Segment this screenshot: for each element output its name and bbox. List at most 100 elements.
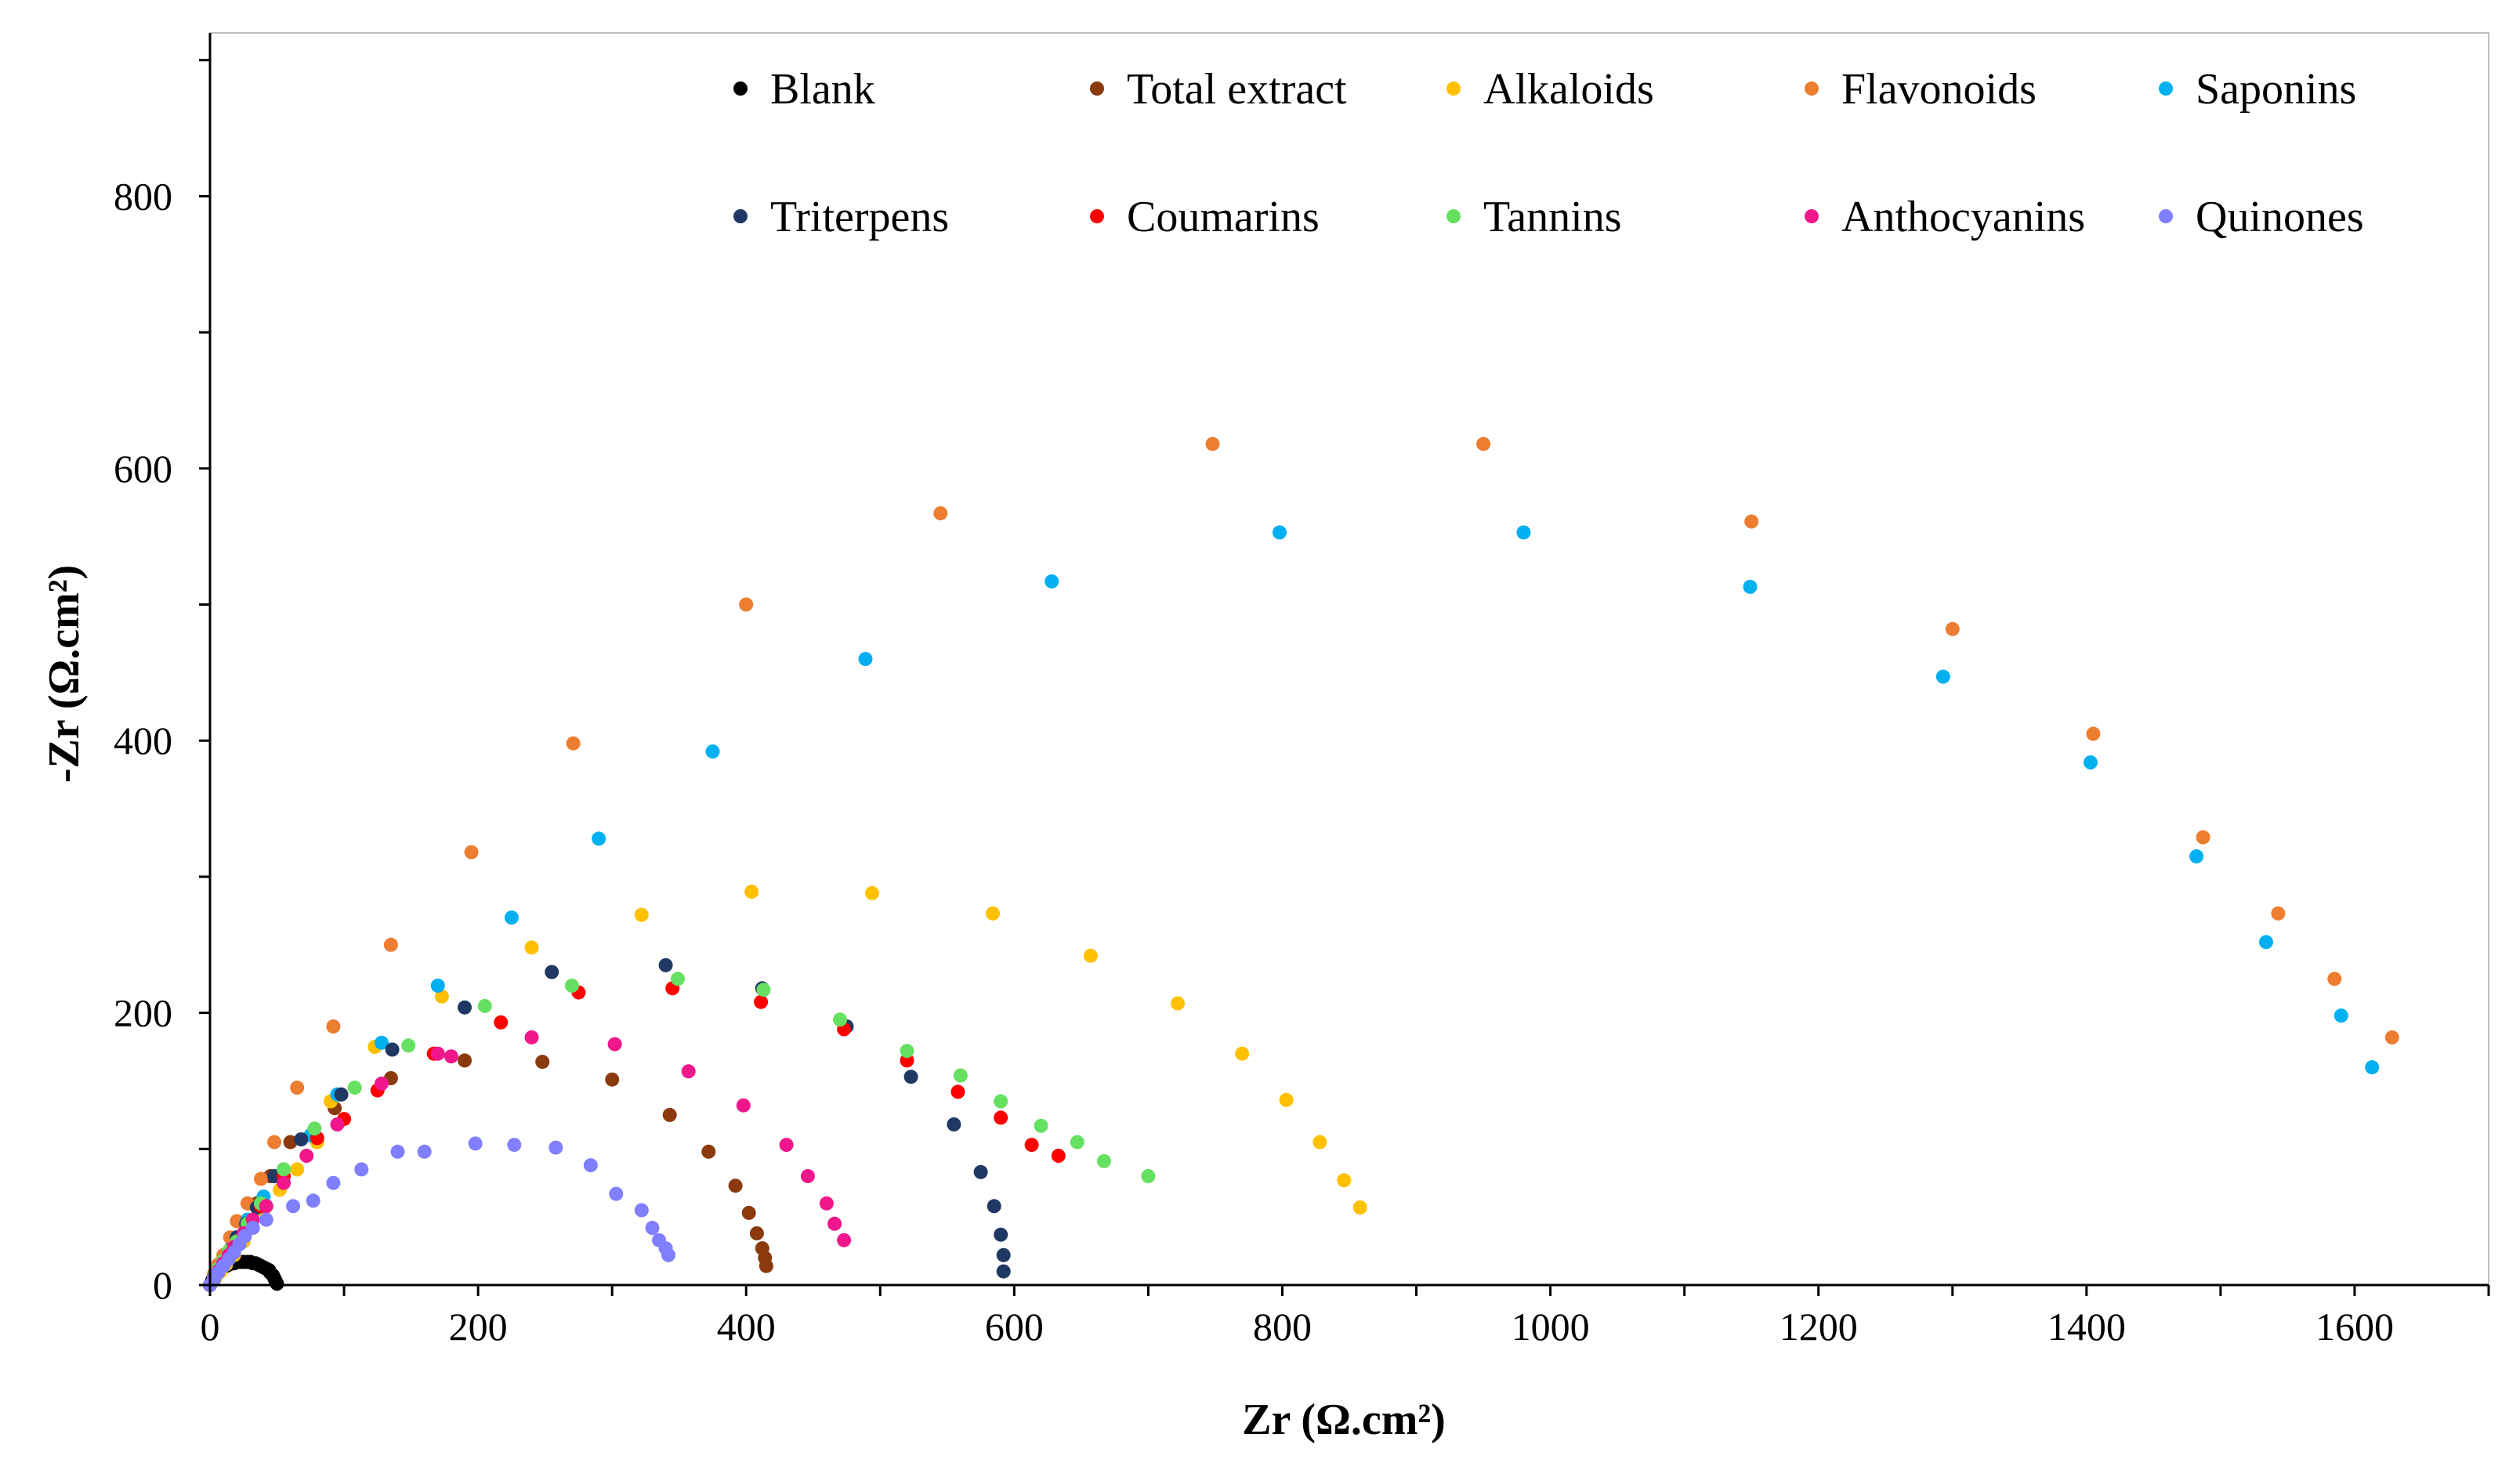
data-point xyxy=(2365,1060,2380,1075)
data-point xyxy=(444,1049,458,1064)
series-saponins xyxy=(203,525,2380,1292)
data-point xyxy=(1205,436,1220,451)
data-point xyxy=(973,1164,988,1179)
legend-marker xyxy=(1446,81,1461,96)
series-triterpens xyxy=(203,958,1011,1292)
data-point xyxy=(2259,935,2273,950)
data-point xyxy=(756,983,771,997)
legend-label: Triterpens xyxy=(770,193,949,241)
x-tick-label: 600 xyxy=(985,1305,1044,1349)
data-point xyxy=(477,998,492,1013)
data-point xyxy=(950,1084,965,1099)
y-tick-label: 200 xyxy=(114,991,172,1035)
data-point xyxy=(996,1264,1011,1279)
data-point xyxy=(375,1076,389,1091)
x-tick-label: 1600 xyxy=(2315,1305,2394,1349)
y-tick-label: 400 xyxy=(114,719,172,762)
legend-label: Coumarins xyxy=(1127,193,1320,241)
legend-marker xyxy=(1805,209,1819,223)
legend-label: Saponins xyxy=(2196,65,2356,114)
data-point xyxy=(837,1233,852,1247)
x-tick-label: 1200 xyxy=(1780,1305,1858,1349)
data-point xyxy=(1097,1153,1111,1168)
data-point xyxy=(1024,1138,1039,1153)
legend-marker xyxy=(733,81,748,96)
data-point xyxy=(564,978,579,993)
data-point xyxy=(290,1162,305,1177)
data-point xyxy=(681,1064,696,1079)
data-point xyxy=(1476,436,1491,451)
data-point xyxy=(987,1199,1001,1214)
legend-item: Saponins xyxy=(2159,65,2356,114)
x-tick-label: 0 xyxy=(201,1305,220,1349)
legend-item: Tannins xyxy=(1446,193,1622,241)
data-point xyxy=(2384,1030,2399,1044)
data-point xyxy=(307,1121,322,1136)
data-point xyxy=(468,1136,483,1151)
data-point xyxy=(254,1171,268,1186)
data-point xyxy=(2271,906,2286,921)
data-point xyxy=(277,1162,291,1177)
data-point xyxy=(383,937,398,952)
data-point xyxy=(2334,1008,2348,1023)
data-point xyxy=(671,972,685,987)
data-point xyxy=(819,1196,834,1211)
data-point xyxy=(259,1199,273,1214)
legend-item: Blank xyxy=(733,65,875,114)
y-tick-label: 600 xyxy=(114,447,172,491)
data-point xyxy=(1083,948,1098,963)
data-point xyxy=(430,1046,445,1061)
data-point xyxy=(354,1162,369,1177)
data-point xyxy=(865,885,879,900)
data-point xyxy=(294,1132,309,1147)
data-point xyxy=(286,1199,301,1214)
data-point xyxy=(1273,525,1287,540)
data-point xyxy=(605,1072,620,1087)
series-anthocyanins xyxy=(203,1030,852,1292)
data-point xyxy=(1516,525,1531,540)
data-point xyxy=(417,1144,432,1159)
data-point xyxy=(1141,1169,1156,1183)
legend-item: Triterpens xyxy=(733,193,949,241)
legend-item: Flavonoids xyxy=(1805,65,2037,114)
data-point xyxy=(1945,621,1960,636)
data-point xyxy=(736,1098,751,1113)
axes: 0 200 400 600 800 1000 1200 1400 1600 0 200 400 600 8… xyxy=(114,33,2490,1349)
data-point xyxy=(326,1175,341,1190)
series-flavonoids xyxy=(203,436,2399,1292)
legend-item: Anthocyanins xyxy=(1805,193,2085,241)
data-point xyxy=(1171,996,1185,1011)
legend-item: Quinones xyxy=(2159,193,2364,241)
data-point xyxy=(299,1149,314,1163)
legend-label: Blank xyxy=(770,65,875,114)
y-axis-title: -Zr (Ω.cm²) xyxy=(40,565,89,783)
data-point xyxy=(662,1107,677,1122)
data-point xyxy=(903,1070,918,1084)
data-point xyxy=(401,1038,416,1053)
data-point xyxy=(759,1258,773,1273)
data-point xyxy=(1045,574,1059,588)
x-tick-label: 1000 xyxy=(1512,1305,1590,1349)
data-point xyxy=(549,1140,563,1155)
x-tick-label: 200 xyxy=(449,1305,508,1349)
data-point xyxy=(458,1053,472,1068)
data-point xyxy=(458,1000,472,1015)
data-point xyxy=(705,744,720,759)
legend-item: Total extract xyxy=(1090,65,1347,114)
data-point xyxy=(330,1117,345,1131)
data-point xyxy=(607,1037,622,1052)
legend-marker xyxy=(1090,81,1104,96)
data-point xyxy=(535,1055,550,1070)
legend-label: Quinones xyxy=(2196,193,2364,241)
data-point xyxy=(1235,1046,1250,1061)
data-point xyxy=(933,506,948,521)
data-point xyxy=(996,1247,1011,1262)
data-point xyxy=(994,1094,1008,1109)
legend-label: Alkaloids xyxy=(1483,65,1654,114)
data-point xyxy=(2196,830,2210,845)
data-point xyxy=(283,1135,298,1149)
data-point xyxy=(2189,849,2204,863)
data-point xyxy=(267,1135,282,1149)
data-point xyxy=(259,1212,273,1227)
data-point xyxy=(858,652,873,666)
